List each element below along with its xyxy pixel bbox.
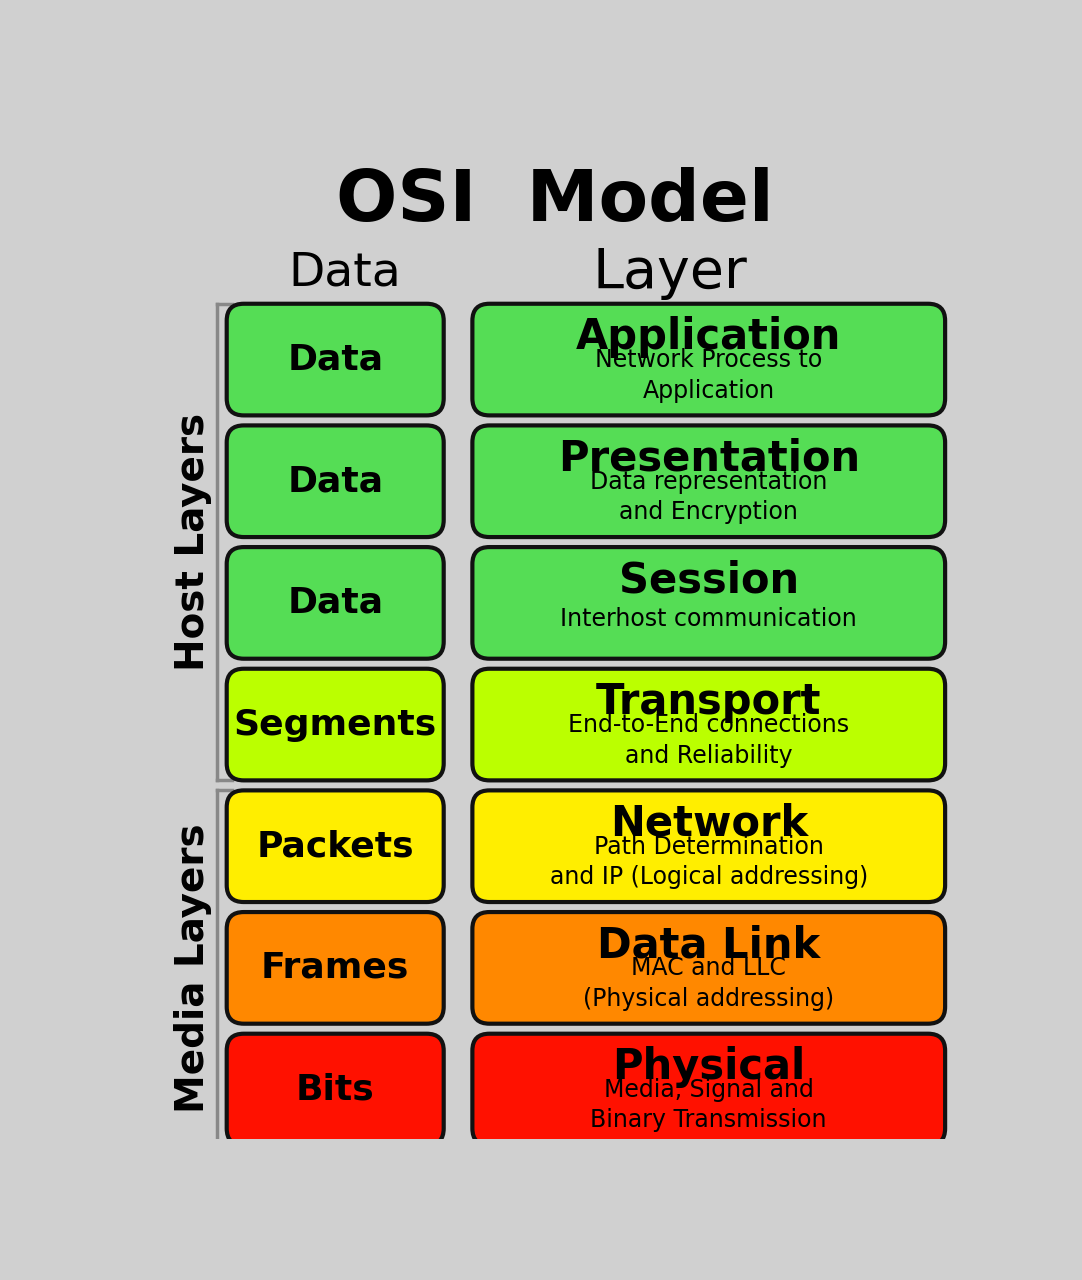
FancyBboxPatch shape [473, 425, 945, 538]
Text: Transport: Transport [596, 681, 821, 723]
FancyBboxPatch shape [473, 790, 945, 902]
Text: Session: Session [619, 559, 799, 602]
Text: End-to-End connections
and Reliability: End-to-End connections and Reliability [568, 713, 849, 768]
Text: Layer: Layer [593, 246, 748, 300]
FancyBboxPatch shape [227, 668, 444, 781]
Text: Network Process to
Application: Network Process to Application [595, 348, 822, 402]
FancyBboxPatch shape [227, 913, 444, 1024]
FancyBboxPatch shape [473, 1034, 945, 1146]
Text: Media, Signal and
Binary Transmission: Media, Signal and Binary Transmission [591, 1078, 827, 1133]
FancyBboxPatch shape [473, 303, 945, 416]
FancyBboxPatch shape [227, 303, 444, 416]
Text: Data: Data [287, 343, 383, 376]
Text: Data representation
and Encryption: Data representation and Encryption [590, 470, 828, 525]
Text: Interhost communication: Interhost communication [560, 607, 857, 631]
FancyBboxPatch shape [227, 425, 444, 538]
FancyBboxPatch shape [473, 668, 945, 781]
Text: Segments: Segments [234, 708, 437, 741]
FancyBboxPatch shape [227, 547, 444, 659]
Text: Frames: Frames [261, 951, 409, 984]
Text: Bits: Bits [295, 1073, 374, 1106]
Text: Data: Data [287, 586, 383, 620]
FancyBboxPatch shape [473, 913, 945, 1024]
Text: Network: Network [609, 803, 808, 845]
FancyBboxPatch shape [227, 1034, 444, 1146]
FancyBboxPatch shape [473, 547, 945, 659]
Text: Media Layers: Media Layers [174, 823, 212, 1112]
Text: Application: Application [576, 316, 842, 358]
Text: Data: Data [288, 251, 400, 296]
Text: Data: Data [287, 465, 383, 498]
Text: Packets: Packets [256, 829, 414, 863]
Text: Host Layers: Host Layers [174, 413, 212, 671]
Text: MAC and LLC
(Physical addressing): MAC and LLC (Physical addressing) [583, 956, 834, 1011]
Text: OSI  Model: OSI Model [335, 166, 774, 236]
FancyBboxPatch shape [227, 790, 444, 902]
Text: Presentation: Presentation [557, 438, 860, 480]
Text: Path Determination
and IP (Logical addressing): Path Determination and IP (Logical addre… [550, 835, 868, 890]
Text: Physical: Physical [612, 1046, 805, 1088]
Text: Data Link: Data Link [597, 924, 820, 966]
